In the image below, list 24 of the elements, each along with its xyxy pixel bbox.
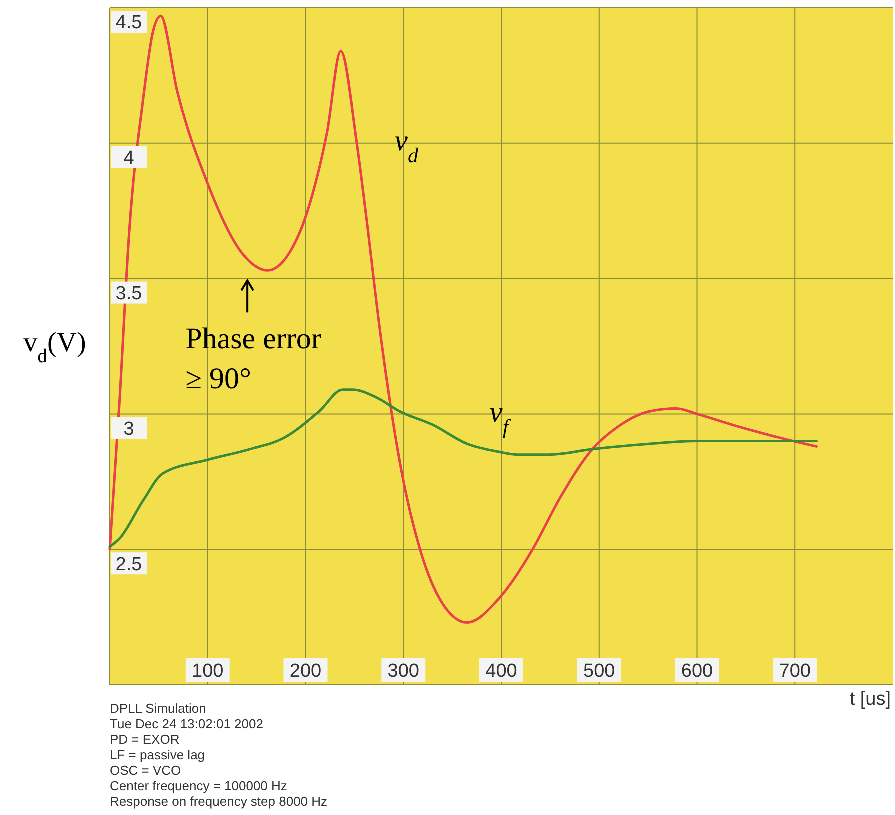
y-tick-label: 4 [124,148,135,170]
text: PD = EXOR [110,732,180,747]
x-tick-label: 200 [290,661,322,682]
series-label: v$_{f}$ [490,396,512,440]
y-axis-title: v$_{d}$(V) [24,328,86,367]
y-tick-label: 3.5 [116,283,142,304]
text: DPLL Simulation [110,701,206,716]
x-tick-label: 700 [779,661,811,682]
x-tick-label: 100 [192,661,224,682]
series-label: v$_{d}$ [394,124,419,168]
annotation: Phase error ≥ 90° [186,322,322,396]
x-tick-label: 300 [388,661,420,682]
x-axis-title: t [us] [850,689,891,710]
x-tick-label: 400 [486,661,518,682]
y-tick-label: 3 [124,418,134,440]
y-tick-label: 4.5 [116,12,142,34]
y-tick-label: 2.5 [116,554,142,576]
text: LF = passive lag [110,748,206,762]
text: Tue Dec 24 13:02:01 2002 [110,716,264,732]
text: Response on frequency step 8000 Hz [110,794,328,809]
text: Center frequency = 100000 Hz [110,778,288,794]
x-tick-label: 500 [584,661,616,682]
x-tick-label: 600 [681,661,714,682]
text: OSC = VCO [110,763,182,778]
